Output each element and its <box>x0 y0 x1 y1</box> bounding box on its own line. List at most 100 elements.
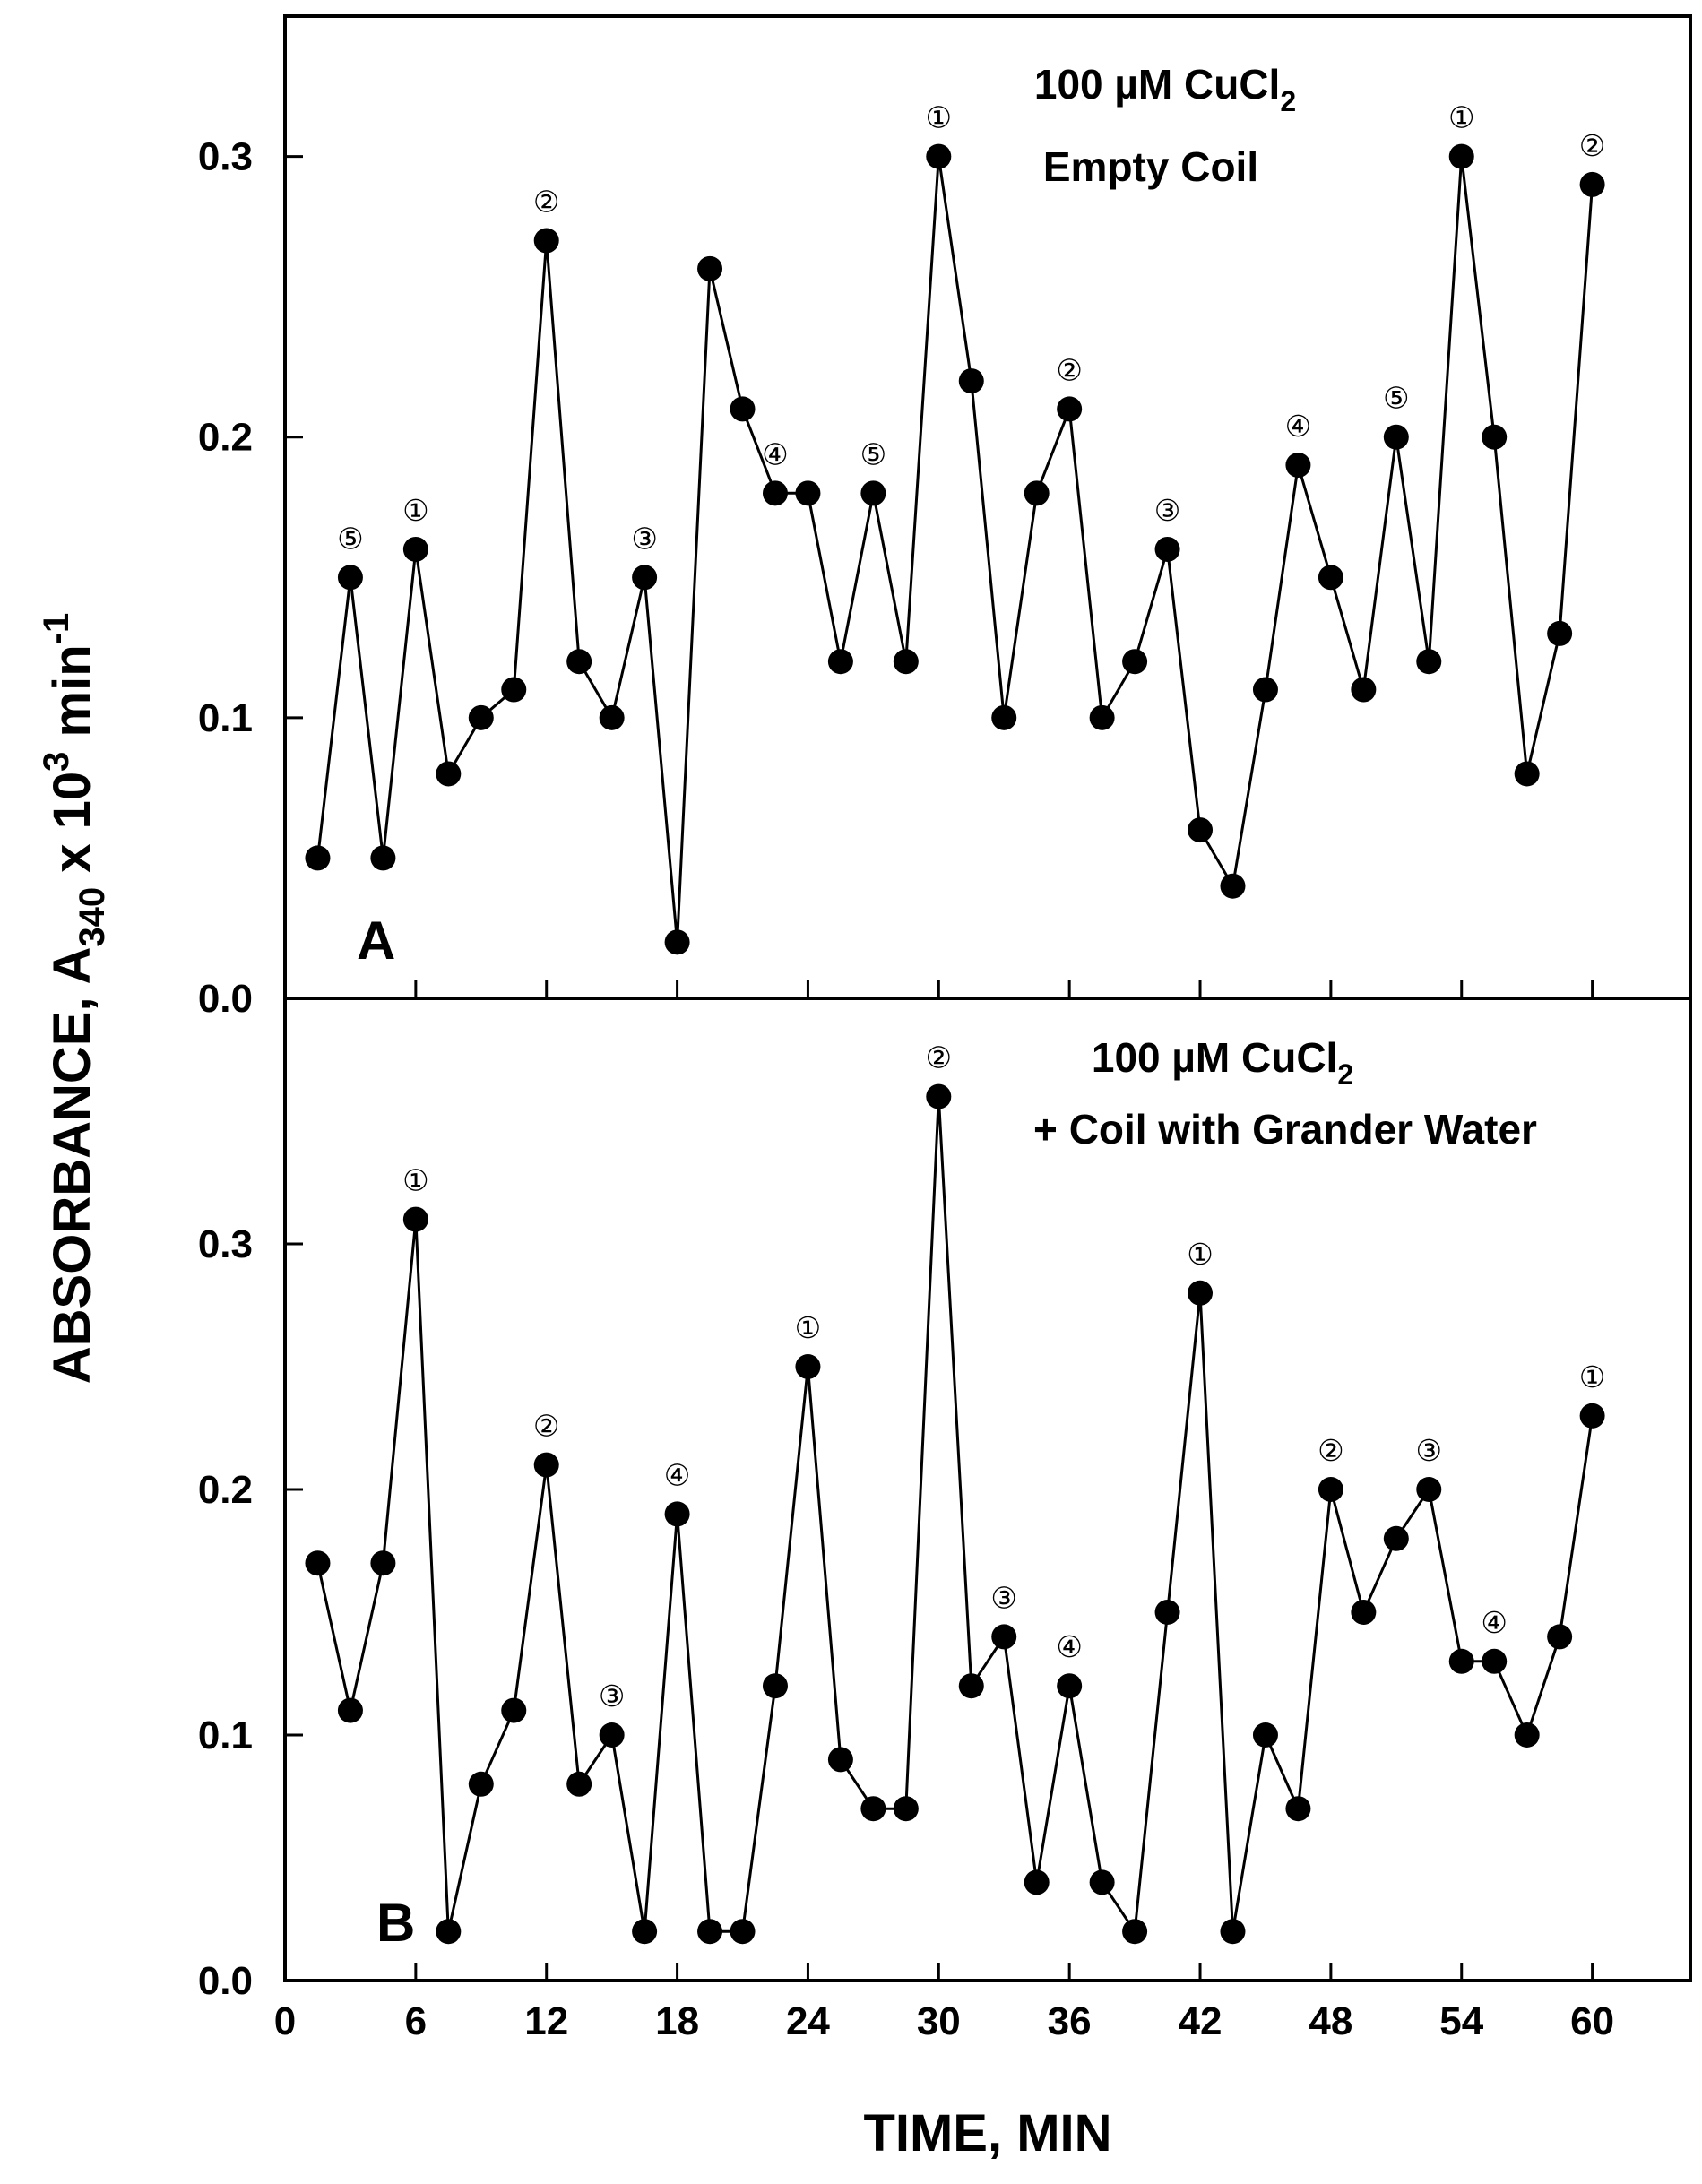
panel-b-series: ① ② ③ ④ ① ② ③ ④ ① ② ③ ④ ① <box>305 1040 1605 1945</box>
panel-b-annotation-36: ④ <box>1481 1605 1508 1640</box>
panel-a-point-28 <box>1220 873 1246 899</box>
panel-b-point-22 <box>1024 1869 1050 1895</box>
panel-b-point-9 <box>599 1722 625 1748</box>
panel-a-point-7 <box>533 228 559 254</box>
panel-a-point-16 <box>827 649 853 675</box>
panel-a-annotation-1: ⑤ <box>337 521 364 556</box>
panel-b-point-34 <box>1416 1477 1442 1502</box>
panel-a-point-22 <box>1024 480 1050 506</box>
panel-a-annotation-7: ② <box>533 185 560 220</box>
panel-a-point-3 <box>402 536 428 562</box>
panel-b-y-tick-label-3: 0.3 <box>198 1222 253 1266</box>
panel-b-annotation-21: ③ <box>990 1580 1017 1615</box>
panel-b-point-2 <box>370 1550 396 1576</box>
panel-a-title-line2: Empty Coil <box>1043 143 1258 190</box>
panel-b-point-17 <box>860 1796 886 1822</box>
panel-a-point-0 <box>305 845 331 871</box>
panel-b-annotation-7: ② <box>533 1409 560 1444</box>
panel-a-point-8 <box>566 649 592 675</box>
panel-a-annotation-35: ① <box>1448 100 1475 135</box>
panel-a-series-line <box>316 156 1594 943</box>
panel-b-point-5 <box>468 1771 494 1797</box>
panel-b-y-tick-label-2: 0.2 <box>198 1468 253 1512</box>
panel-b-series-line <box>316 1096 1594 1936</box>
panel-b-point-39 <box>1579 1403 1605 1429</box>
panel-b-annotation-15: ① <box>795 1310 822 1345</box>
panel-a-point-5 <box>468 704 494 730</box>
panel-a-point-10 <box>632 565 658 591</box>
y-axis-title-tail: min <box>43 644 101 751</box>
panel-a-point-33 <box>1383 424 1409 450</box>
panel-b-point-24 <box>1089 1869 1115 1895</box>
panel-a-point-34 <box>1416 649 1442 675</box>
y-axis-title-mid: x 10 <box>43 772 101 887</box>
panel-b-point-7 <box>533 1452 559 1478</box>
panel-a-point-4 <box>436 761 462 787</box>
panel-b-point-3 <box>402 1206 428 1232</box>
panel-b-annotation-11: ④ <box>664 1457 691 1492</box>
panel-a-point-17 <box>860 480 886 506</box>
panel-a-annotation-3: ① <box>402 493 429 528</box>
panel-b-point-36 <box>1482 1648 1508 1674</box>
panel-a-annotation-10: ③ <box>631 521 658 556</box>
panel-a-title-subscript: 2 <box>1280 85 1296 117</box>
panel-a-title-line1: 100 µM CuCl2 <box>1034 61 1296 117</box>
panel-b-point-12 <box>697 1919 723 1945</box>
panel-b-title-line2: + Coil with Grander Water <box>1033 1106 1537 1152</box>
panel-b-title-main: 100 µM CuCl <box>1092 1034 1337 1081</box>
panel-a-point-21 <box>991 704 1017 730</box>
panel-a-annotation-23: ② <box>1056 352 1083 387</box>
panel-b-point-6 <box>501 1697 527 1723</box>
panel-a-y-tick-label-0: 0.0 <box>198 977 253 1021</box>
panel-a-annotation-33: ⑤ <box>1383 381 1410 416</box>
panel-b-point-26 <box>1154 1600 1180 1625</box>
panel-a-point-15 <box>795 480 821 506</box>
panel-a-point-11 <box>664 929 690 955</box>
panel-a-point-27 <box>1188 817 1214 843</box>
panel-a-annotation-30: ④ <box>1285 409 1312 444</box>
panel-b-point-37 <box>1514 1722 1540 1748</box>
x-tick-label-36: 36 <box>1048 1999 1092 2043</box>
x-tick-label-30: 30 <box>917 1999 961 2043</box>
panel-a-point-29 <box>1252 677 1278 703</box>
panel-a-y-axis: 0.0 0.1 0.2 0.3 <box>198 135 303 1021</box>
panel-b-point-29 <box>1252 1722 1278 1748</box>
panel-b-point-16 <box>827 1747 853 1773</box>
panel-b-point-13 <box>730 1919 756 1945</box>
y-axis-title-sub: 340 <box>73 887 112 947</box>
panel-b-letter: B <box>376 1893 415 1953</box>
panel-b-y-axis: 0.0 0.1 0.2 0.3 <box>198 1222 303 2003</box>
panel-a-point-36 <box>1482 424 1508 450</box>
panel-a-point-19 <box>926 143 952 169</box>
panel-b-point-20 <box>958 1673 984 1699</box>
panel-b-annotation-9: ③ <box>599 1679 626 1714</box>
panel-a-y-tick-label-3: 0.3 <box>198 135 253 179</box>
panel-b-point-10 <box>632 1919 658 1945</box>
x-tick-label-60: 60 <box>1570 1999 1614 2043</box>
panel-b-title-subscript: 2 <box>1337 1058 1353 1091</box>
panel-a-title-main: 100 µM CuCl <box>1034 61 1280 108</box>
panel-b-point-0 <box>305 1550 331 1576</box>
panel-a-point-37 <box>1514 761 1540 787</box>
panel-b-title-line1: 100 µM CuCl2 <box>1092 1034 1353 1091</box>
x-tick-label-6: 6 <box>405 1999 427 2043</box>
panel-b-annotation-34: ③ <box>1415 1433 1442 1468</box>
panel-a-point-2 <box>370 845 396 871</box>
panel-a-letter: A <box>357 911 395 971</box>
panel-a-annotation-39: ② <box>1579 128 1606 163</box>
panel-a-point-13 <box>730 396 756 422</box>
panel-b-annotation-19: ② <box>926 1040 953 1075</box>
panel-b-point-11 <box>664 1501 690 1527</box>
panel-b-point-8 <box>566 1771 592 1797</box>
panel-b-point-14 <box>762 1673 788 1699</box>
y-axis-title-main: ABSORBANCE, A <box>43 947 101 1385</box>
panel-a-point-18 <box>893 649 919 675</box>
y-axis-title-sup2: -1 <box>37 613 76 645</box>
x-axis-title: TIME, MIN <box>863 2104 1111 2162</box>
panel-b-point-31 <box>1318 1477 1343 1502</box>
panel-a-point-30 <box>1285 453 1311 479</box>
x-tick-label-54: 54 <box>1439 1999 1483 2043</box>
panel-b-point-18 <box>893 1796 919 1822</box>
